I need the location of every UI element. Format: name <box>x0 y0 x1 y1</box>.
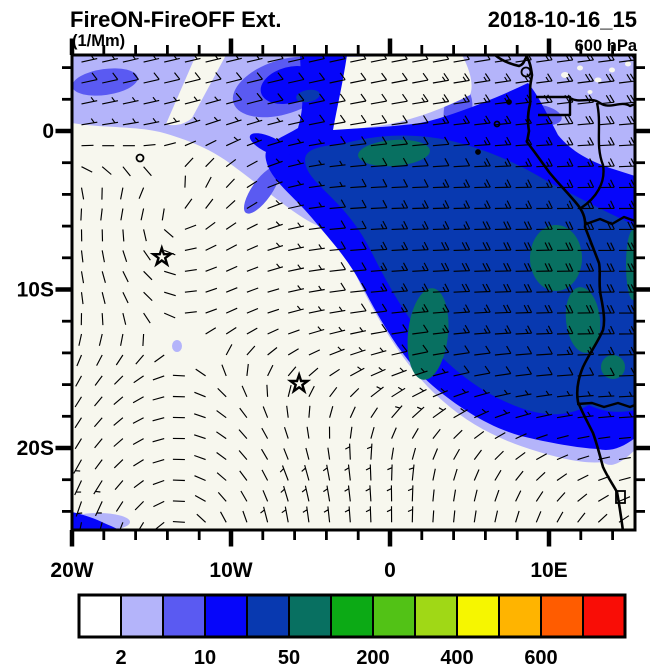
lon-label-20W: 20W <box>50 559 93 582</box>
colorbar-cell-0 <box>79 595 121 637</box>
colorbar-cell-12 <box>583 595 625 637</box>
region-white-fleck-6 <box>625 62 631 67</box>
colorbar-label-400: 400 <box>440 647 473 667</box>
region-white-fleck-2 <box>577 66 583 71</box>
colorbar-cell-9 <box>457 595 499 637</box>
title-block: FireON-FireOFF Ext. (1/Mm) 2018-10-16_15… <box>70 7 638 55</box>
colorbar-cell-3 <box>205 595 247 637</box>
colorbar-cell-5 <box>289 595 331 637</box>
region-white-fleck-5 <box>588 90 593 94</box>
colorbar-label-10: 10 <box>194 647 216 667</box>
region-white-fleck-3 <box>595 78 602 83</box>
region-lavender-speck <box>172 340 182 352</box>
colorbar-cell-6 <box>331 595 373 637</box>
colorbar-cell-4 <box>247 595 289 637</box>
lon-label-10W: 10W <box>209 559 252 582</box>
region-white-fleck-4 <box>609 68 615 73</box>
lat-label-10S: 10S <box>17 279 54 302</box>
plot-units: (1/Mm) <box>72 32 125 50</box>
lat-label-20S: 20S <box>17 437 54 460</box>
plot-datetime: 2018-10-16_15 <box>488 7 637 32</box>
colorbar-label-50: 50 <box>278 647 300 667</box>
lon-label-0: 0 <box>384 559 396 582</box>
region-teal-patch-coast <box>530 225 582 291</box>
colorbar-label-600: 600 <box>524 647 557 667</box>
colorbar-cell-8 <box>415 595 457 637</box>
colorbar-cell-10 <box>499 595 541 637</box>
plot-level: 600 hPa <box>575 37 638 55</box>
plot-title: FireON-FireOFF Ext. <box>70 7 281 32</box>
colorbar-cell-11 <box>541 595 583 637</box>
lon-label-10E: 10E <box>530 559 567 582</box>
colorbar-cell-7 <box>373 595 415 637</box>
lat-label-0: 0 <box>42 120 54 143</box>
colorbar-label-200: 200 <box>356 647 389 667</box>
region-white-fleck-1 <box>561 72 569 78</box>
colorbar-label-2: 2 <box>115 647 126 667</box>
annobon-island <box>476 150 480 154</box>
colorbar-cell-2 <box>163 595 205 637</box>
colorbar-cell-1 <box>121 595 163 637</box>
colorbar: 2 10 50 200 400 600 <box>79 595 625 667</box>
